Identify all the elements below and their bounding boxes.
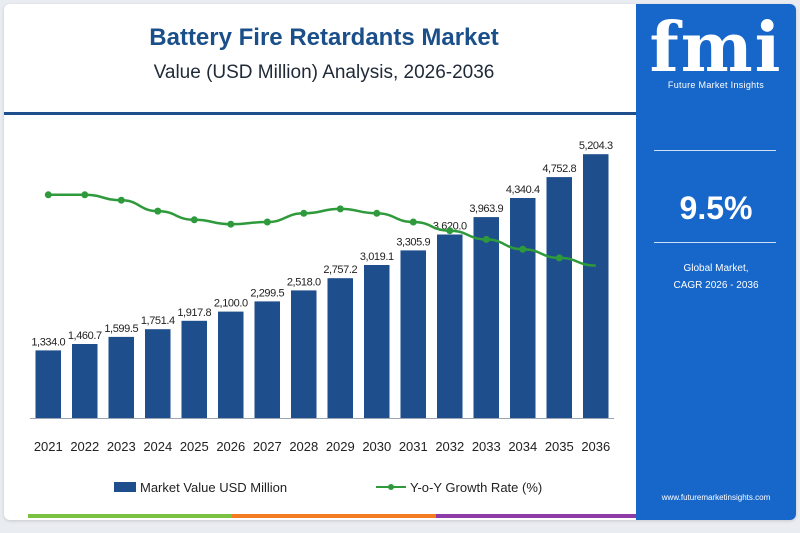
growth-point-2021 <box>44 191 52 199</box>
x-tick-2028: 2028 <box>289 439 318 454</box>
bar-label-2023: 1,599.5 <box>104 323 138 335</box>
bar-label-2026: 2,100.0 <box>214 298 248 310</box>
bar-2024 <box>145 329 171 418</box>
bar-label-2030: 3,019.1 <box>360 251 394 263</box>
growth-point-2033 <box>482 235 490 243</box>
accent-segment-orange <box>232 514 436 518</box>
growth-point-2029 <box>336 205 344 213</box>
bar-2021 <box>35 350 61 418</box>
growth-point-2030 <box>373 209 381 217</box>
growth-point-2026 <box>227 220 235 228</box>
sidebar-divider-top <box>654 150 776 151</box>
x-tick-2023: 2023 <box>107 439 136 454</box>
growth-point-2034 <box>519 245 527 253</box>
bar-2028 <box>291 290 317 418</box>
bar-label-2035: 4,752.8 <box>542 163 576 175</box>
growth-point-2031 <box>409 218 417 226</box>
growth-point-2022 <box>81 191 89 199</box>
website-url: www.futuremarketinsights.com <box>661 493 771 502</box>
x-tick-2025: 2025 <box>180 439 209 454</box>
x-tick-2027: 2027 <box>253 439 282 454</box>
legend-line-label: Y-o-Y Growth Rate (%) <box>410 479 543 495</box>
legend-bar-label: Market Value USD Million <box>140 479 288 495</box>
x-tick-2024: 2024 <box>143 439 172 454</box>
brand-sidebar: fmi Future Market Insights 9.5% Global M… <box>636 4 796 520</box>
bar-label-2029: 2,757.2 <box>323 264 357 276</box>
legend-line-entry: Y-o-Y Growth Rate (%) <box>376 478 542 496</box>
x-tick-2036: 2036 <box>581 439 610 454</box>
bar-2025 <box>181 320 207 418</box>
growth-point-2027 <box>263 218 271 226</box>
bar-2023 <box>108 336 134 418</box>
x-tick-2026: 2026 <box>216 439 245 454</box>
bar-2026 <box>218 311 244 418</box>
bar-label-2025: 1,917.8 <box>177 307 211 319</box>
growth-point-2024 <box>154 207 162 215</box>
chart-subtitle: Value (USD Million) Analysis, 2026-2036 <box>153 62 495 83</box>
x-tick-2032: 2032 <box>435 439 464 454</box>
fmi-logo: fmi Future Market Insights <box>636 12 796 90</box>
bar-label-2036: 5,204.3 <box>579 140 613 152</box>
title-divider <box>4 112 636 115</box>
chart-card: Battery Fire Retardants Market Value (US… <box>4 4 796 520</box>
logo-text: Future Market Insights <box>667 80 765 90</box>
logo-mark: fmi <box>649 8 783 88</box>
market-chart: 1,334.0 2021 1,460.7 2022 1,599.5 2023 1,751.4… <box>30 140 614 454</box>
legend-bar-swatch <box>114 482 136 492</box>
bar-2030 <box>364 265 390 418</box>
x-tick-2030: 2030 <box>362 439 391 454</box>
bar-label-2033: 3,963.9 <box>469 203 503 215</box>
growth-point-2032 <box>446 227 454 235</box>
bottom-accent-bar <box>28 514 640 518</box>
bar-label-2027: 2,299.5 <box>250 287 284 299</box>
growth-point-2035 <box>555 254 563 262</box>
bar-2029 <box>327 278 353 418</box>
cagr-value: 9.5% <box>679 190 753 226</box>
bar-2027 <box>254 301 280 418</box>
bar-label-2022: 1,460.7 <box>68 330 102 342</box>
bar-2033 <box>473 217 499 418</box>
growth-point-2023 <box>117 196 125 204</box>
bar-label-2028: 2,518.0 <box>287 276 321 288</box>
x-tick-2035: 2035 <box>545 439 574 454</box>
x-tick-2031: 2031 <box>399 439 428 454</box>
growth-point-2025 <box>190 216 198 224</box>
bar-label-2024: 1,751.4 <box>141 315 175 327</box>
sidebar-divider-bottom <box>654 242 776 243</box>
growth-rate-line <box>48 193 596 267</box>
cagr-label: Global Market, CAGR 2026 - 2036 <box>636 260 796 294</box>
legend-line-swatch <box>376 482 406 492</box>
cagr-label-line1: Global Market, <box>683 263 749 274</box>
bar-2022 <box>72 344 98 418</box>
bar-label-2021: 1,334.0 <box>31 336 65 348</box>
chart-title: Battery Fire Retardants Market <box>149 24 499 51</box>
bar-2035 <box>546 177 572 418</box>
bar-label-2034: 4,340.4 <box>506 184 540 196</box>
x-tick-2029: 2029 <box>326 439 355 454</box>
growth-point-2028 <box>300 209 308 217</box>
bar-2034 <box>510 198 536 418</box>
bar-label-2031: 3,305.9 <box>396 236 430 248</box>
bar-2036 <box>583 154 609 418</box>
accent-segment-purple <box>436 514 640 518</box>
x-tick-2034: 2034 <box>508 439 537 454</box>
accent-segment-green <box>28 514 232 518</box>
legend-bar-entry: Market Value USD Million <box>114 478 287 496</box>
bar-2032 <box>437 234 463 418</box>
x-tick-2021: 2021 <box>34 439 63 454</box>
x-tick-2022: 2022 <box>70 439 99 454</box>
bar-2031 <box>400 250 426 418</box>
cagr-label-line2: CAGR 2026 - 2036 <box>673 280 759 291</box>
x-tick-2033: 2033 <box>472 439 501 454</box>
